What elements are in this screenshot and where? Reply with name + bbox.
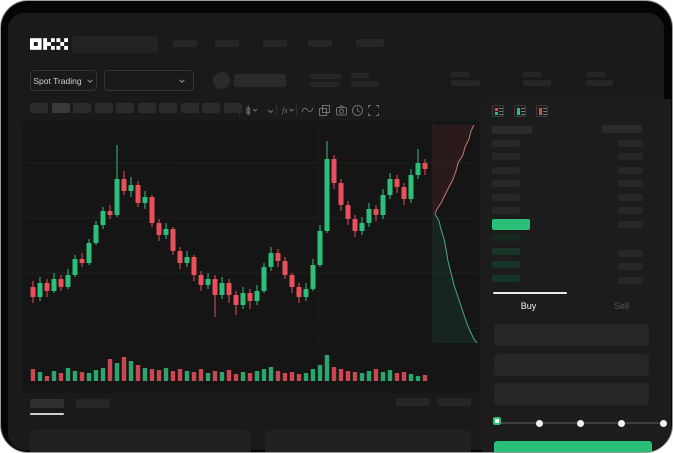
book-split-view-icon[interactable] — [492, 105, 504, 117]
trade-sidebar: Buy Sell — [482, 99, 671, 452]
bid-amount-placeholder[interactable] — [618, 263, 643, 270]
interval-dropdown-icon[interactable] — [264, 105, 277, 118]
ask-price-placeholder[interactable] — [492, 166, 520, 174]
buy-button[interactable] — [494, 441, 652, 452]
bottom-tab-placeholder[interactable] — [76, 399, 110, 408]
bid-price-placeholder[interactable] — [492, 274, 520, 282]
line-chart-icon[interactable] — [301, 104, 314, 117]
last-price-bar[interactable] — [492, 219, 530, 230]
timeframe-button-placeholder[interactable] — [116, 103, 134, 113]
last-price-amount-placeholder — [618, 221, 643, 228]
candle-style-icon[interactable] — [245, 104, 258, 117]
toolbar-divider — [276, 104, 277, 116]
amount-input-placeholder[interactable] — [494, 354, 649, 376]
timeframe-button-placeholder[interactable] — [202, 103, 220, 113]
ask-amount-placeholder[interactable] — [618, 153, 643, 161]
nav-item-placeholder[interactable] — [263, 40, 287, 47]
camera-icon[interactable] — [335, 104, 348, 117]
orders-panel-placeholder — [30, 430, 251, 452]
timeframe-button-placeholder[interactable] — [137, 103, 156, 113]
nav-item-placeholder[interactable] — [173, 40, 197, 47]
timeframe-button-placeholder[interactable] — [73, 103, 91, 113]
timeframe-button-placeholder[interactable] — [30, 103, 48, 113]
slider-stop-75[interactable] — [618, 419, 626, 427]
ask-amount-placeholder[interactable] — [618, 207, 643, 214]
fullscreen-icon[interactable] — [367, 104, 380, 117]
tab-sell[interactable]: Sell — [575, 296, 668, 316]
tab-sell-label: Sell — [613, 301, 629, 311]
svg-text:fx: fx — [282, 106, 288, 115]
bid-price-placeholder[interactable] — [492, 261, 520, 268]
bottom-action-placeholder[interactable] — [396, 398, 430, 406]
ask-price-placeholder[interactable] — [492, 193, 520, 201]
price-input-placeholder[interactable] — [494, 324, 649, 346]
bid-price-placeholder[interactable] — [492, 247, 520, 255]
timeframe-button-placeholder[interactable] — [223, 103, 242, 113]
app-window: Spot Trading fx — [8, 13, 671, 452]
clock-icon[interactable] — [351, 104, 364, 117]
ask-price-placeholder[interactable] — [492, 140, 520, 147]
ask-amount-placeholder[interactable] — [618, 166, 643, 174]
nav-item-placeholder[interactable] — [215, 40, 239, 47]
timeframe-button-placeholder[interactable] — [94, 103, 113, 113]
buy-tab-indicator — [493, 292, 567, 294]
history-panel-placeholder — [265, 430, 471, 452]
toolbar-divider — [239, 104, 240, 116]
indicators-icon[interactable]: fx — [281, 104, 294, 117]
total-input-placeholder[interactable] — [494, 383, 649, 405]
nav-item-placeholder[interactable] — [356, 39, 384, 47]
timeframe-button-placeholder[interactable] — [159, 103, 177, 113]
ask-price-placeholder[interactable] — [492, 180, 520, 188]
toolbar-divider — [296, 104, 297, 116]
book-asks-view-icon[interactable] — [536, 105, 548, 117]
compare-icon[interactable] — [318, 104, 331, 117]
market-mode-selector[interactable]: Spot Trading — [30, 70, 97, 91]
ask-amount-placeholder[interactable] — [618, 140, 643, 147]
bottom-action-placeholder[interactable] — [438, 398, 471, 406]
slider-stop-50[interactable] — [577, 419, 584, 427]
bottom-tab-active-placeholder[interactable] — [30, 399, 64, 408]
book-col-header-amount — [602, 125, 642, 133]
tab-buy-label: Buy — [520, 301, 537, 311]
bid-amount-placeholder[interactable] — [618, 249, 643, 257]
tab-buy[interactable]: Buy — [482, 296, 575, 316]
slider-stop-25[interactable] — [535, 419, 543, 427]
pair-avatar — [213, 72, 230, 89]
pair-name-placeholder — [234, 74, 286, 87]
okx-logo — [30, 38, 68, 50]
ticker-label-placeholder — [586, 72, 605, 77]
ask-amount-placeholder[interactable] — [618, 180, 643, 188]
ticker-label-placeholder — [310, 74, 342, 79]
chevron-down-icon — [86, 78, 93, 83]
candlestick-chart[interactable] — [23, 121, 480, 393]
pair-selector[interactable] — [104, 70, 194, 91]
ticker-value-placeholder — [351, 81, 379, 87]
bid-amount-placeholder[interactable] — [618, 276, 643, 284]
market-mode-label: Spot Trading — [33, 75, 82, 86]
book-bids-view-icon[interactable] — [514, 105, 526, 117]
ask-price-placeholder[interactable] — [492, 207, 520, 214]
nav-item-placeholder[interactable] — [308, 40, 332, 47]
bid-price-placeholder[interactable] — [492, 234, 520, 241]
slider-stop-100[interactable] — [659, 419, 667, 427]
amount-slider-handle[interactable] — [493, 417, 501, 425]
book-col-header-price — [492, 126, 532, 134]
ticker-value-placeholder — [586, 80, 613, 86]
ticker-label-placeholder — [523, 72, 541, 77]
timeframe-button-placeholder[interactable] — [180, 103, 199, 113]
ticker-label-placeholder — [451, 72, 470, 77]
timeframe-button-placeholder[interactable] — [51, 103, 70, 113]
ticker-value-placeholder — [523, 80, 551, 86]
chevron-down-icon — [179, 78, 185, 83]
ask-price-placeholder[interactable] — [492, 153, 520, 161]
ticker-value-placeholder — [451, 80, 480, 86]
ticker-value-placeholder — [310, 82, 340, 87]
brand-extra-placeholder — [72, 36, 158, 53]
ticker-label-placeholder — [351, 73, 369, 78]
ask-amount-placeholder[interactable] — [618, 193, 643, 201]
bottom-tab-active-underline — [30, 413, 64, 415]
